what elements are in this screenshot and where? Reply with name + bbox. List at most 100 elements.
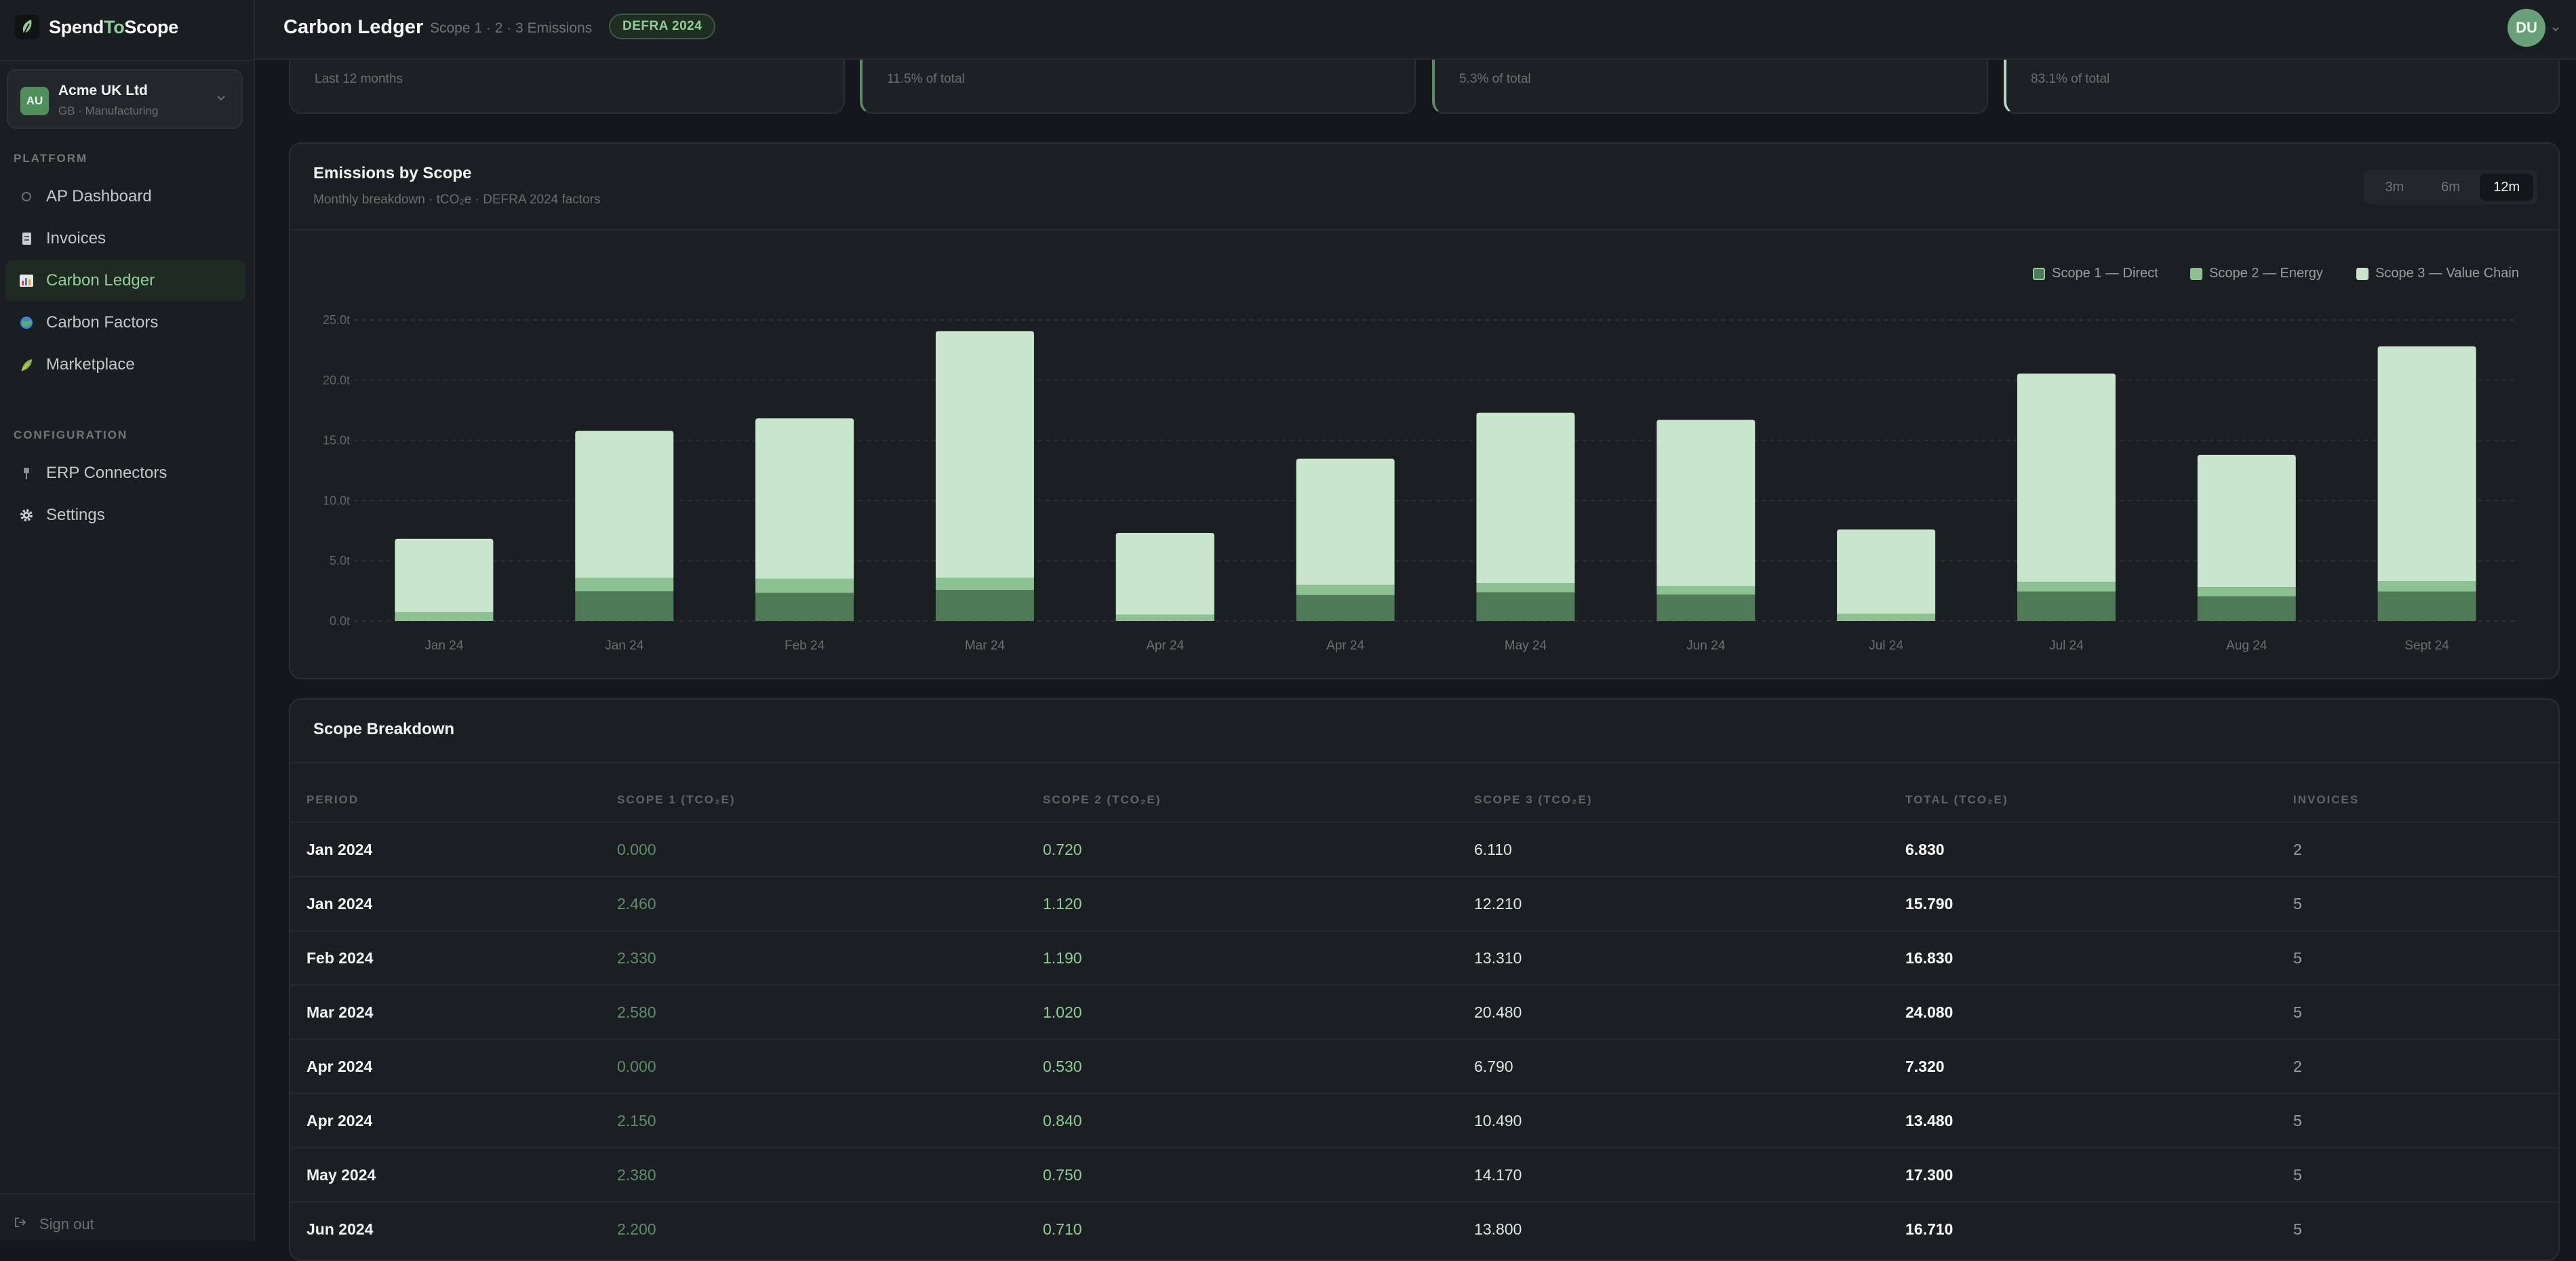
sidebar-item-erp-connectors[interactable]: ERP Connectors — [5, 453, 245, 494]
x-tick-label: May 24 — [1505, 639, 1547, 653]
bar-segment — [755, 578, 854, 593]
cell-scope3: 6.110 — [1474, 841, 1512, 858]
table-row[interactable]: Jan 2024 2.460 1.120 12.210 15.790 5 — [290, 876, 2558, 930]
legend-swatch — [2033, 267, 2045, 280]
chevron-down-icon — [214, 91, 228, 108]
org-avatar: AU — [20, 87, 49, 115]
cell-period: Apr 2024 — [306, 1112, 373, 1129]
bar-segment — [2017, 582, 2116, 592]
chevron-down-icon[interactable] — [2551, 24, 2560, 37]
cell-period: Feb 2024 — [306, 949, 374, 967]
legend-label: Scope 1 — Direct — [2052, 266, 2158, 281]
cell-scope1: 2.380 — [617, 1166, 656, 1184]
document-icon — [19, 231, 34, 246]
cell-scope3: 13.310 — [1474, 949, 1522, 967]
table-row[interactable]: May 2024 2.380 0.750 14.170 17.300 5 — [290, 1147, 2558, 1201]
sidebar-item-ap-dashboard[interactable]: AP Dashboard — [5, 176, 245, 217]
y-tick-label: 10.0t — [323, 494, 350, 507]
nav-section-configuration: CONFIGURATION — [14, 428, 128, 441]
table-row[interactable]: Apr 2024 0.000 0.530 6.790 7.320 2 — [290, 1039, 2558, 1093]
cell-invoices: 5 — [2293, 1112, 2302, 1129]
stat-note: 11.5% of total — [887, 72, 965, 86]
divider — [0, 60, 254, 61]
y-tick-label: 0.0t — [330, 614, 350, 628]
org-switcher[interactable]: AU Acme UK Ltd GB · Manufacturing — [7, 69, 243, 129]
column-header-scope1[interactable]: SCOPE 1 (TCO₂E) — [617, 793, 736, 806]
cell-total: 17.300 — [1905, 1166, 1954, 1184]
column-header-scope3[interactable]: SCOPE 3 (TCO₂E) — [1474, 793, 1593, 806]
cell-scope3: 13.800 — [1474, 1220, 1522, 1238]
bar-segment — [2197, 596, 2296, 621]
cell-invoices: 5 — [2293, 1220, 2302, 1238]
bar-segment — [395, 612, 494, 621]
cell-period: Mar 2024 — [306, 1003, 374, 1021]
sidebar-item-label: Settings — [46, 506, 105, 524]
org-name: Acme UK Ltd — [58, 83, 148, 98]
legend-label: Scope 3 — Value Chain — [2375, 266, 2519, 281]
x-tick-label: Jul 24 — [2049, 639, 2084, 653]
sidebar-item-settings[interactable]: Settings — [5, 495, 245, 536]
range-6m-button[interactable]: 6m — [2441, 179, 2460, 195]
bar-chart-icon — [19, 273, 34, 288]
cell-scope1: 2.460 — [617, 895, 656, 913]
emissions-chart-card: Emissions by Scope Monthly breakdown · t… — [289, 142, 2560, 679]
bar-segment — [1657, 420, 1756, 586]
sidebar-item-invoices[interactable]: Invoices — [5, 218, 245, 259]
sidebar-item-label: Marketplace — [46, 355, 135, 374]
table-row[interactable]: Jun 2024 2.200 0.710 13.800 16.710 5 — [290, 1201, 2558, 1256]
cell-total: 13.480 — [1905, 1112, 1954, 1129]
cell-scope3: 10.490 — [1474, 1112, 1522, 1129]
user-avatar[interactable]: DU — [2508, 9, 2545, 47]
y-tick-label: 25.0t — [323, 313, 350, 327]
bar-segment — [1657, 586, 1756, 595]
table-row[interactable]: Mar 2024 2.580 1.020 20.480 24.080 5 — [290, 984, 2558, 1039]
bar-segment — [575, 591, 674, 621]
org-subtitle: GB · Manufacturing — [58, 104, 159, 117]
column-header-invoices[interactable]: INVOICES — [2293, 793, 2360, 806]
cell-scope1: 2.150 — [617, 1112, 656, 1129]
range-12m-button[interactable]: 12m — [2480, 174, 2534, 201]
table-row[interactable]: Jan 2024 0.000 0.720 6.110 6.830 2 — [290, 822, 2558, 876]
column-header-scope2[interactable]: SCOPE 2 (TCO₂E) — [1043, 793, 1162, 806]
bar-segment — [935, 578, 1034, 591]
table-row[interactable]: Feb 2024 2.330 1.190 13.310 16.830 5 — [290, 930, 2558, 984]
sidebar-item-carbon-factors[interactable]: Carbon Factors — [5, 302, 245, 343]
cell-scope1: 2.200 — [617, 1220, 656, 1238]
column-header-period[interactable]: PERIOD — [306, 793, 359, 806]
range-3m-button[interactable]: 3m — [2385, 179, 2404, 195]
cell-scope1: 0.000 — [617, 841, 656, 858]
y-tick-label: 15.0t — [323, 434, 350, 447]
column-header-total[interactable]: TOTAL (TCO₂E) — [1905, 793, 2008, 806]
cell-scope2: 1.120 — [1043, 895, 1082, 913]
cell-total: 15.790 — [1905, 895, 1954, 913]
sidebar-item-marketplace[interactable]: Marketplace — [5, 344, 245, 385]
bar-segment — [935, 331, 1034, 578]
chart-subtitle: Monthly breakdown · tCO₂e · DEFRA 2024 f… — [313, 193, 601, 207]
y-tick-label: 20.0t — [323, 374, 350, 387]
bar-segment — [1837, 529, 1936, 614]
bar-segment — [2197, 587, 2296, 597]
table-row[interactable]: Apr 2024 2.150 0.840 10.490 13.480 5 — [290, 1093, 2558, 1147]
cell-total: 16.710 — [1905, 1220, 1954, 1238]
cell-scope1: 0.000 — [617, 1058, 656, 1075]
cell-period: Apr 2024 — [306, 1058, 373, 1075]
x-tick-label: Jun 24 — [1686, 639, 1725, 653]
x-tick-label: Apr 24 — [1146, 639, 1184, 653]
cell-scope1: 2.580 — [617, 1003, 656, 1021]
cell-total: 6.830 — [1905, 841, 1945, 858]
sign-out-label: Sign out — [39, 1216, 94, 1233]
brand[interactable]: SpendToScope — [15, 14, 178, 41]
divider — [0, 1193, 254, 1195]
divider — [290, 229, 2558, 231]
range-selector: 3m 6m 12m — [2364, 169, 2537, 205]
sidebar-item-label: AP Dashboard — [46, 187, 152, 205]
bar-segment — [1115, 614, 1214, 621]
globe-icon — [19, 315, 34, 330]
bar-segment — [2377, 581, 2476, 592]
stat-note: 5.3% of total — [1459, 72, 1531, 86]
sidebar-item-carbon-ledger[interactable]: Carbon Ledger — [5, 260, 245, 301]
sign-out-button[interactable]: Sign out — [14, 1216, 94, 1233]
bar-segment — [1296, 595, 1395, 621]
bar-segment — [1476, 412, 1575, 584]
bar-segment — [1837, 614, 1936, 621]
